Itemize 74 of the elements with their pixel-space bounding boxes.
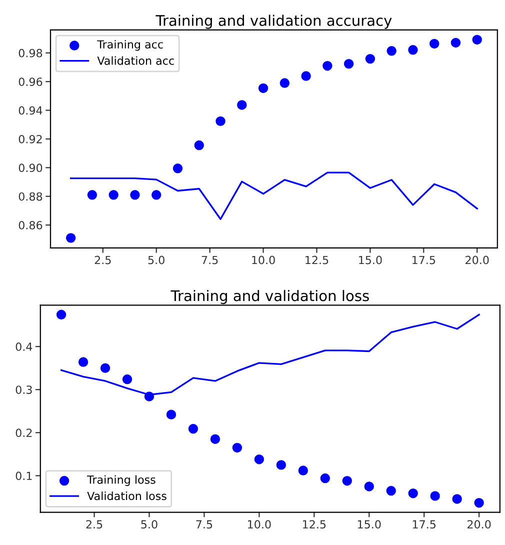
y-tick-label: 0.2 <box>16 428 32 438</box>
point <box>298 466 308 476</box>
y-tick-label: 0.1 <box>16 472 32 480</box>
legend-label: Validation loss <box>87 492 166 500</box>
y-tick-label: 0.92 <box>18 134 42 144</box>
x-tick-label: 5.0 <box>141 520 158 529</box>
point <box>301 71 311 81</box>
point <box>66 233 76 243</box>
point <box>450 38 461 48</box>
x-tick-label: 2.5 <box>86 520 102 529</box>
point <box>365 54 376 64</box>
y-tick-label: 0.98 <box>18 48 42 58</box>
legend-label: Training acc <box>97 40 163 51</box>
point <box>254 454 264 464</box>
point <box>258 83 268 94</box>
point <box>108 190 118 200</box>
point <box>322 60 332 71</box>
point <box>144 392 154 402</box>
x-tick-label: 7.5 <box>202 256 218 264</box>
point <box>320 473 330 484</box>
chart-title: Training and validation accuracy <box>156 14 392 29</box>
x-tick-label: 7.5 <box>196 520 212 529</box>
point <box>172 164 183 174</box>
x-tick-label: 10.0 <box>252 256 275 264</box>
point <box>452 494 462 504</box>
y-tick-label: 0.4 <box>16 342 32 351</box>
point <box>408 45 418 55</box>
point <box>364 482 374 492</box>
y-tick-label: 0.88 <box>18 192 42 201</box>
x-tick-label: 17.5 <box>412 256 436 264</box>
y-tick-label: 0.90 <box>18 164 42 172</box>
y-tick-label: 0.3 <box>16 386 32 394</box>
point <box>130 190 140 200</box>
point <box>386 46 396 56</box>
point <box>342 476 352 486</box>
point <box>408 488 418 498</box>
legend-label: Training loss <box>87 475 156 486</box>
x-tick-label: 2.5 <box>94 256 111 264</box>
point <box>237 100 247 110</box>
legend-label: Validation acc <box>97 56 174 65</box>
line-series <box>70 172 478 220</box>
x-tick-label: 15.0 <box>358 520 381 529</box>
point <box>56 310 66 320</box>
x-tick-label: 10.0 <box>248 520 271 529</box>
point <box>276 460 286 470</box>
point <box>430 491 440 501</box>
point <box>210 434 220 444</box>
y-tick-label: 0.96 <box>18 78 42 86</box>
point <box>232 442 242 453</box>
x-tick-label: 15.0 <box>359 256 382 264</box>
point <box>216 116 226 126</box>
point <box>100 363 110 373</box>
point <box>78 357 88 367</box>
chart-title: Training and validation loss <box>170 290 369 304</box>
point <box>188 424 198 434</box>
point <box>474 498 484 508</box>
point <box>280 78 290 88</box>
y-tick-label: 0.94 <box>18 106 42 115</box>
point <box>386 486 396 496</box>
x-tick-label: 12.5 <box>306 256 328 264</box>
point <box>122 374 132 384</box>
x-tick-label: 20.0 <box>468 520 491 529</box>
point <box>429 38 440 49</box>
x-tick-label: 17.5 <box>412 520 436 529</box>
point <box>87 190 98 200</box>
point <box>151 190 162 200</box>
point <box>344 58 354 69</box>
x-tick-label: 20.0 <box>466 256 489 264</box>
point <box>472 34 482 45</box>
x-tick-label: 12.5 <box>303 520 326 529</box>
x-tick-label: 5.0 <box>148 256 164 264</box>
point <box>166 410 176 420</box>
point <box>194 140 204 150</box>
y-tick-label: 0.86 <box>18 221 42 230</box>
